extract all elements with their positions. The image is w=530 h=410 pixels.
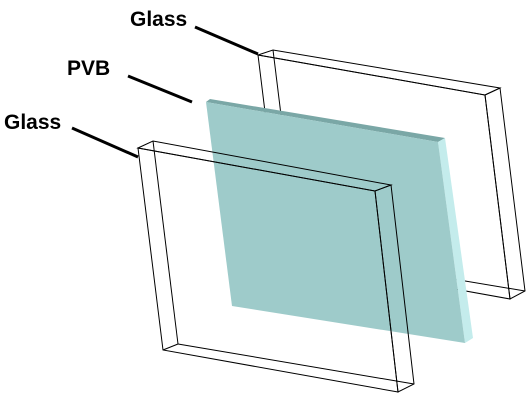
pvb-top-edge: [206, 99, 445, 142]
front-glass-bottom-depth-edge: [162, 343, 179, 351]
front-glass-hidden-edge: [152, 140, 179, 345]
back-glass-side-face: [484, 87, 526, 300]
glass-back-leader-line: [194, 25, 259, 56]
glass-front-leader-line: [71, 126, 139, 159]
pvb-side-edge: [438, 138, 473, 343]
glass-back-label: Glass: [130, 8, 188, 31]
pvb-interlayer: [206, 99, 473, 343]
glass-front-label: Glass: [4, 111, 62, 134]
pvb-leader-line: [127, 74, 193, 104]
front-glass-bottom-back-edge: [177, 343, 415, 385]
front-glass-pane: [136, 140, 415, 393]
pvb-front-face: [206, 102, 465, 343]
back-glass-top-face: [257, 49, 502, 96]
pvb-label: PVB: [67, 57, 111, 80]
front-glass-front-face: [137, 147, 399, 393]
